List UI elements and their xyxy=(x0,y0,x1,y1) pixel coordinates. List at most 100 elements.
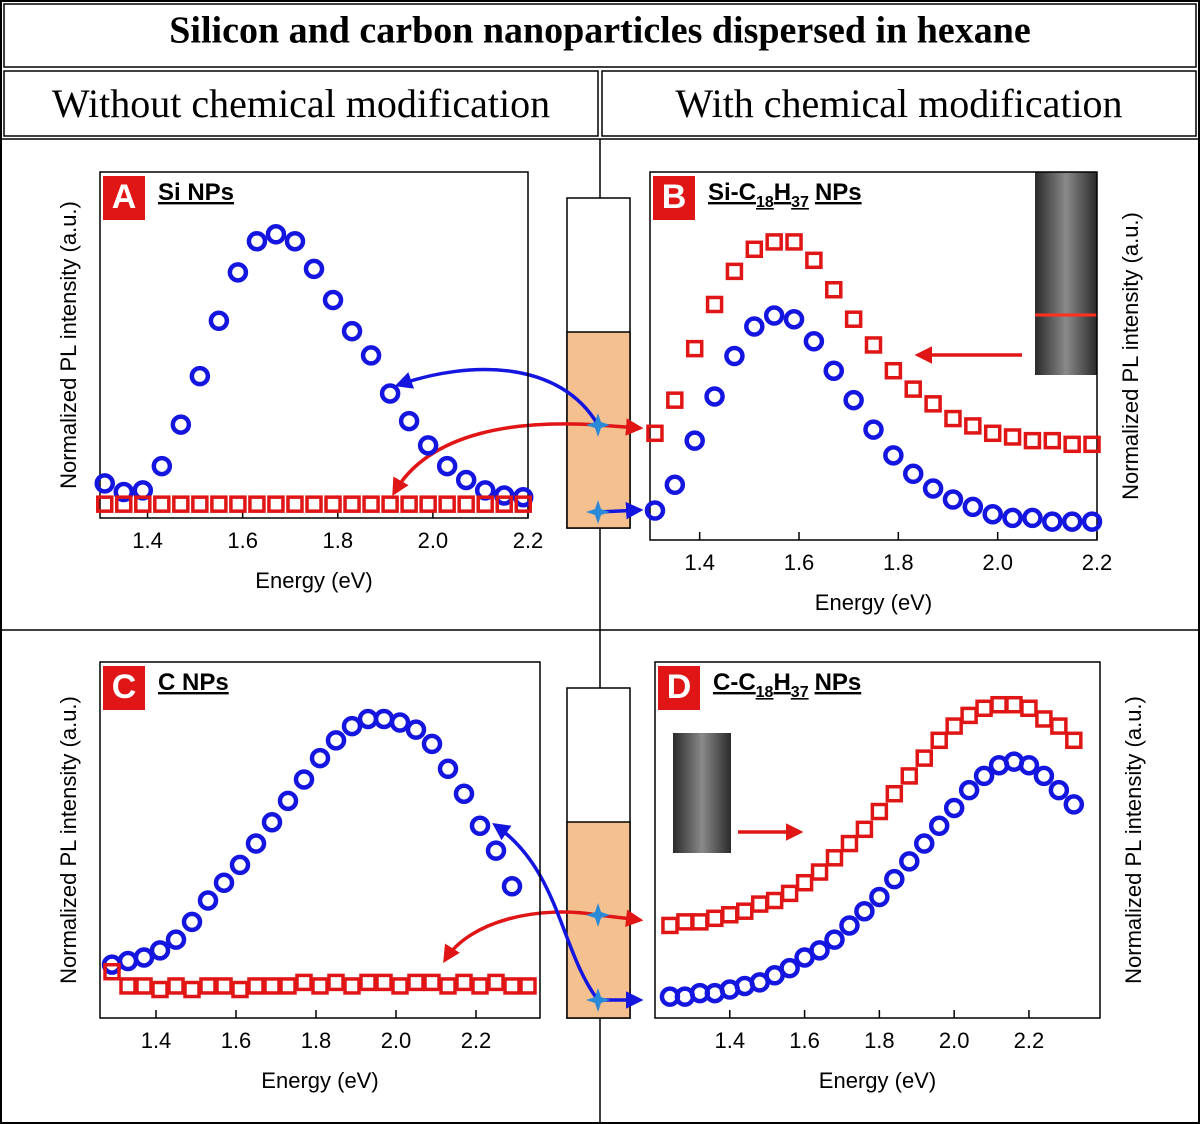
panel-name-part: 18 xyxy=(756,684,774,701)
square-marker xyxy=(805,251,823,270)
x-tick-label: 1.6 xyxy=(784,550,815,575)
square-marker xyxy=(706,909,724,928)
square-marker xyxy=(210,495,228,513)
circle-marker xyxy=(809,940,830,961)
circle-marker xyxy=(485,840,507,861)
circle-marker xyxy=(245,833,267,854)
square-marker xyxy=(735,902,754,920)
square-marker xyxy=(295,973,313,992)
square-marker xyxy=(391,977,409,995)
circle-marker xyxy=(982,503,1003,525)
square-marker xyxy=(1023,431,1042,450)
plot-frame xyxy=(99,171,529,519)
square-marker xyxy=(900,767,919,785)
x-tick-label: 2.0 xyxy=(939,1028,970,1053)
circle-marker xyxy=(213,872,235,893)
arrows xyxy=(392,346,1022,1009)
square-marker xyxy=(1065,731,1083,750)
square-marker xyxy=(810,863,829,881)
square-marker xyxy=(870,802,889,821)
square-marker xyxy=(960,706,978,725)
square-marker xyxy=(215,977,233,995)
panel-letter: A xyxy=(112,178,137,216)
square-marker xyxy=(248,495,266,513)
square-marker xyxy=(844,310,863,328)
x-tick-label: 1.6 xyxy=(227,528,258,553)
panel-name: C NPs xyxy=(158,669,229,696)
square-marker xyxy=(915,749,933,767)
square-marker xyxy=(119,977,137,995)
square-marker xyxy=(305,495,323,513)
square-marker xyxy=(885,784,904,803)
x-tick-label: 1.6 xyxy=(221,1028,252,1053)
panel-name-part: 37 xyxy=(791,684,809,701)
circle-marker xyxy=(783,308,805,330)
square-marker xyxy=(1005,695,1023,714)
circle-marker xyxy=(265,224,287,245)
circle-marker xyxy=(181,911,203,933)
panel-letter: B xyxy=(662,178,687,216)
panel-name: C-C18H37 NPs xyxy=(713,669,861,700)
y-axis-label: Normalized PL intensity (a.u.) xyxy=(1118,212,1143,500)
insets xyxy=(673,172,1097,853)
square-marker xyxy=(1083,435,1101,454)
square-marker xyxy=(438,495,456,513)
square-marker xyxy=(904,380,922,398)
panel-name: Si NPs xyxy=(158,179,234,206)
square-marker xyxy=(964,417,982,435)
square-marker xyxy=(1043,431,1062,450)
x-tick-label: 2.0 xyxy=(418,528,449,553)
circle-marker xyxy=(1048,779,1070,801)
circle-marker xyxy=(170,414,192,435)
circle-marker xyxy=(854,900,875,922)
square-marker xyxy=(455,973,473,992)
panel-name-part: 18 xyxy=(756,194,774,211)
panel-badge xyxy=(103,666,145,710)
circle-marker xyxy=(197,890,219,911)
circle-marker xyxy=(309,747,331,769)
circle-marker xyxy=(421,733,443,755)
circle-marker xyxy=(379,383,401,404)
square-marker xyxy=(324,495,342,513)
x-tick-label: 2.0 xyxy=(381,1028,412,1053)
square-marker xyxy=(691,913,709,931)
square-marker xyxy=(1003,428,1022,446)
circle-marker xyxy=(869,886,890,908)
circle-marker xyxy=(684,430,705,451)
circle-marker xyxy=(744,316,765,337)
circle-marker xyxy=(883,445,904,466)
circle-marker xyxy=(417,435,439,456)
circle-marker xyxy=(133,947,155,968)
square-marker xyxy=(514,495,532,513)
square-marker xyxy=(705,295,724,314)
x-tick-label: 2.2 xyxy=(1082,550,1113,575)
square-marker xyxy=(884,361,903,380)
panel-name: Si-C18H37 NPs xyxy=(708,179,862,210)
square-marker xyxy=(646,424,664,443)
y-axis-label: Normalized PL intensity (a.u.) xyxy=(56,201,81,489)
circle-marker xyxy=(94,473,116,494)
circle-marker xyxy=(928,815,950,837)
square-marker xyxy=(840,834,859,853)
square-marker xyxy=(765,891,784,910)
square-marker xyxy=(400,495,418,513)
circle-marker xyxy=(229,854,251,876)
circle-marker xyxy=(823,360,845,381)
panel-name-part: Si-C xyxy=(708,179,756,206)
panel-name-part: NPs xyxy=(815,179,862,206)
square-marker xyxy=(343,977,361,995)
circle-marker xyxy=(360,345,382,366)
square-marker xyxy=(151,980,169,999)
square-marker xyxy=(944,409,962,428)
square-marker xyxy=(191,495,209,513)
circle-marker xyxy=(913,833,935,854)
square-marker xyxy=(183,980,201,999)
x-tick-label: 1.4 xyxy=(684,550,715,575)
circle-marker xyxy=(293,769,315,790)
square-marker xyxy=(676,913,694,931)
circle-marker xyxy=(284,230,306,252)
circle-marker xyxy=(322,289,344,311)
circle-marker xyxy=(436,455,458,477)
circle-marker xyxy=(261,811,283,833)
